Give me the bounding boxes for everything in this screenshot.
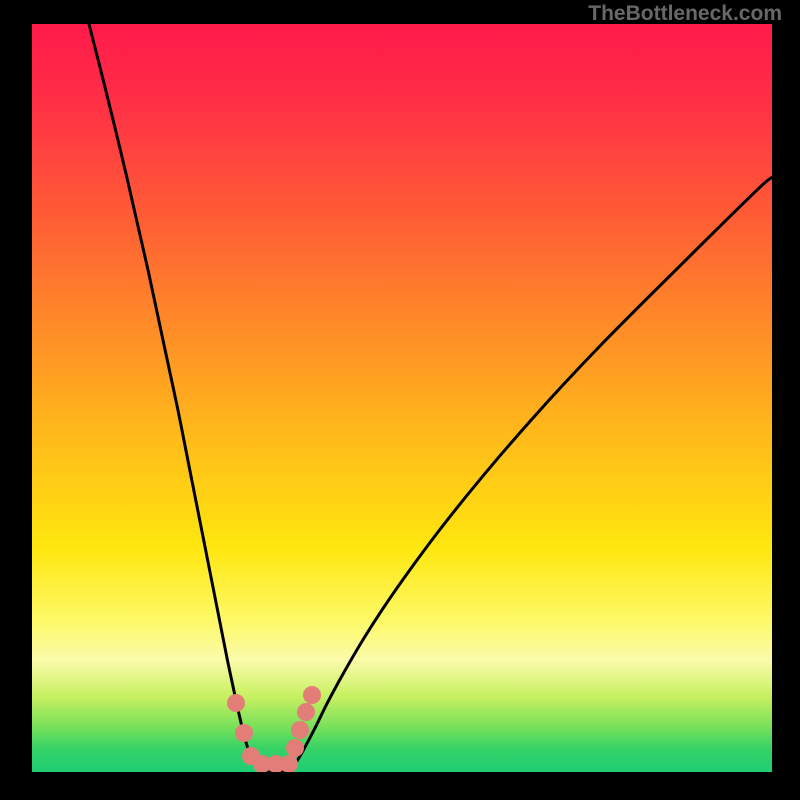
data-marker xyxy=(303,686,321,704)
data-marker xyxy=(227,694,245,712)
watermark-text: TheBottleneck.com xyxy=(588,2,782,26)
markers-layer xyxy=(32,24,772,772)
data-marker xyxy=(286,739,304,757)
plot-area xyxy=(32,24,772,772)
data-marker xyxy=(297,703,315,721)
chart-container: TheBottleneck.com xyxy=(0,0,800,800)
data-marker xyxy=(235,724,253,742)
data-marker xyxy=(291,721,309,739)
data-marker xyxy=(280,755,298,772)
